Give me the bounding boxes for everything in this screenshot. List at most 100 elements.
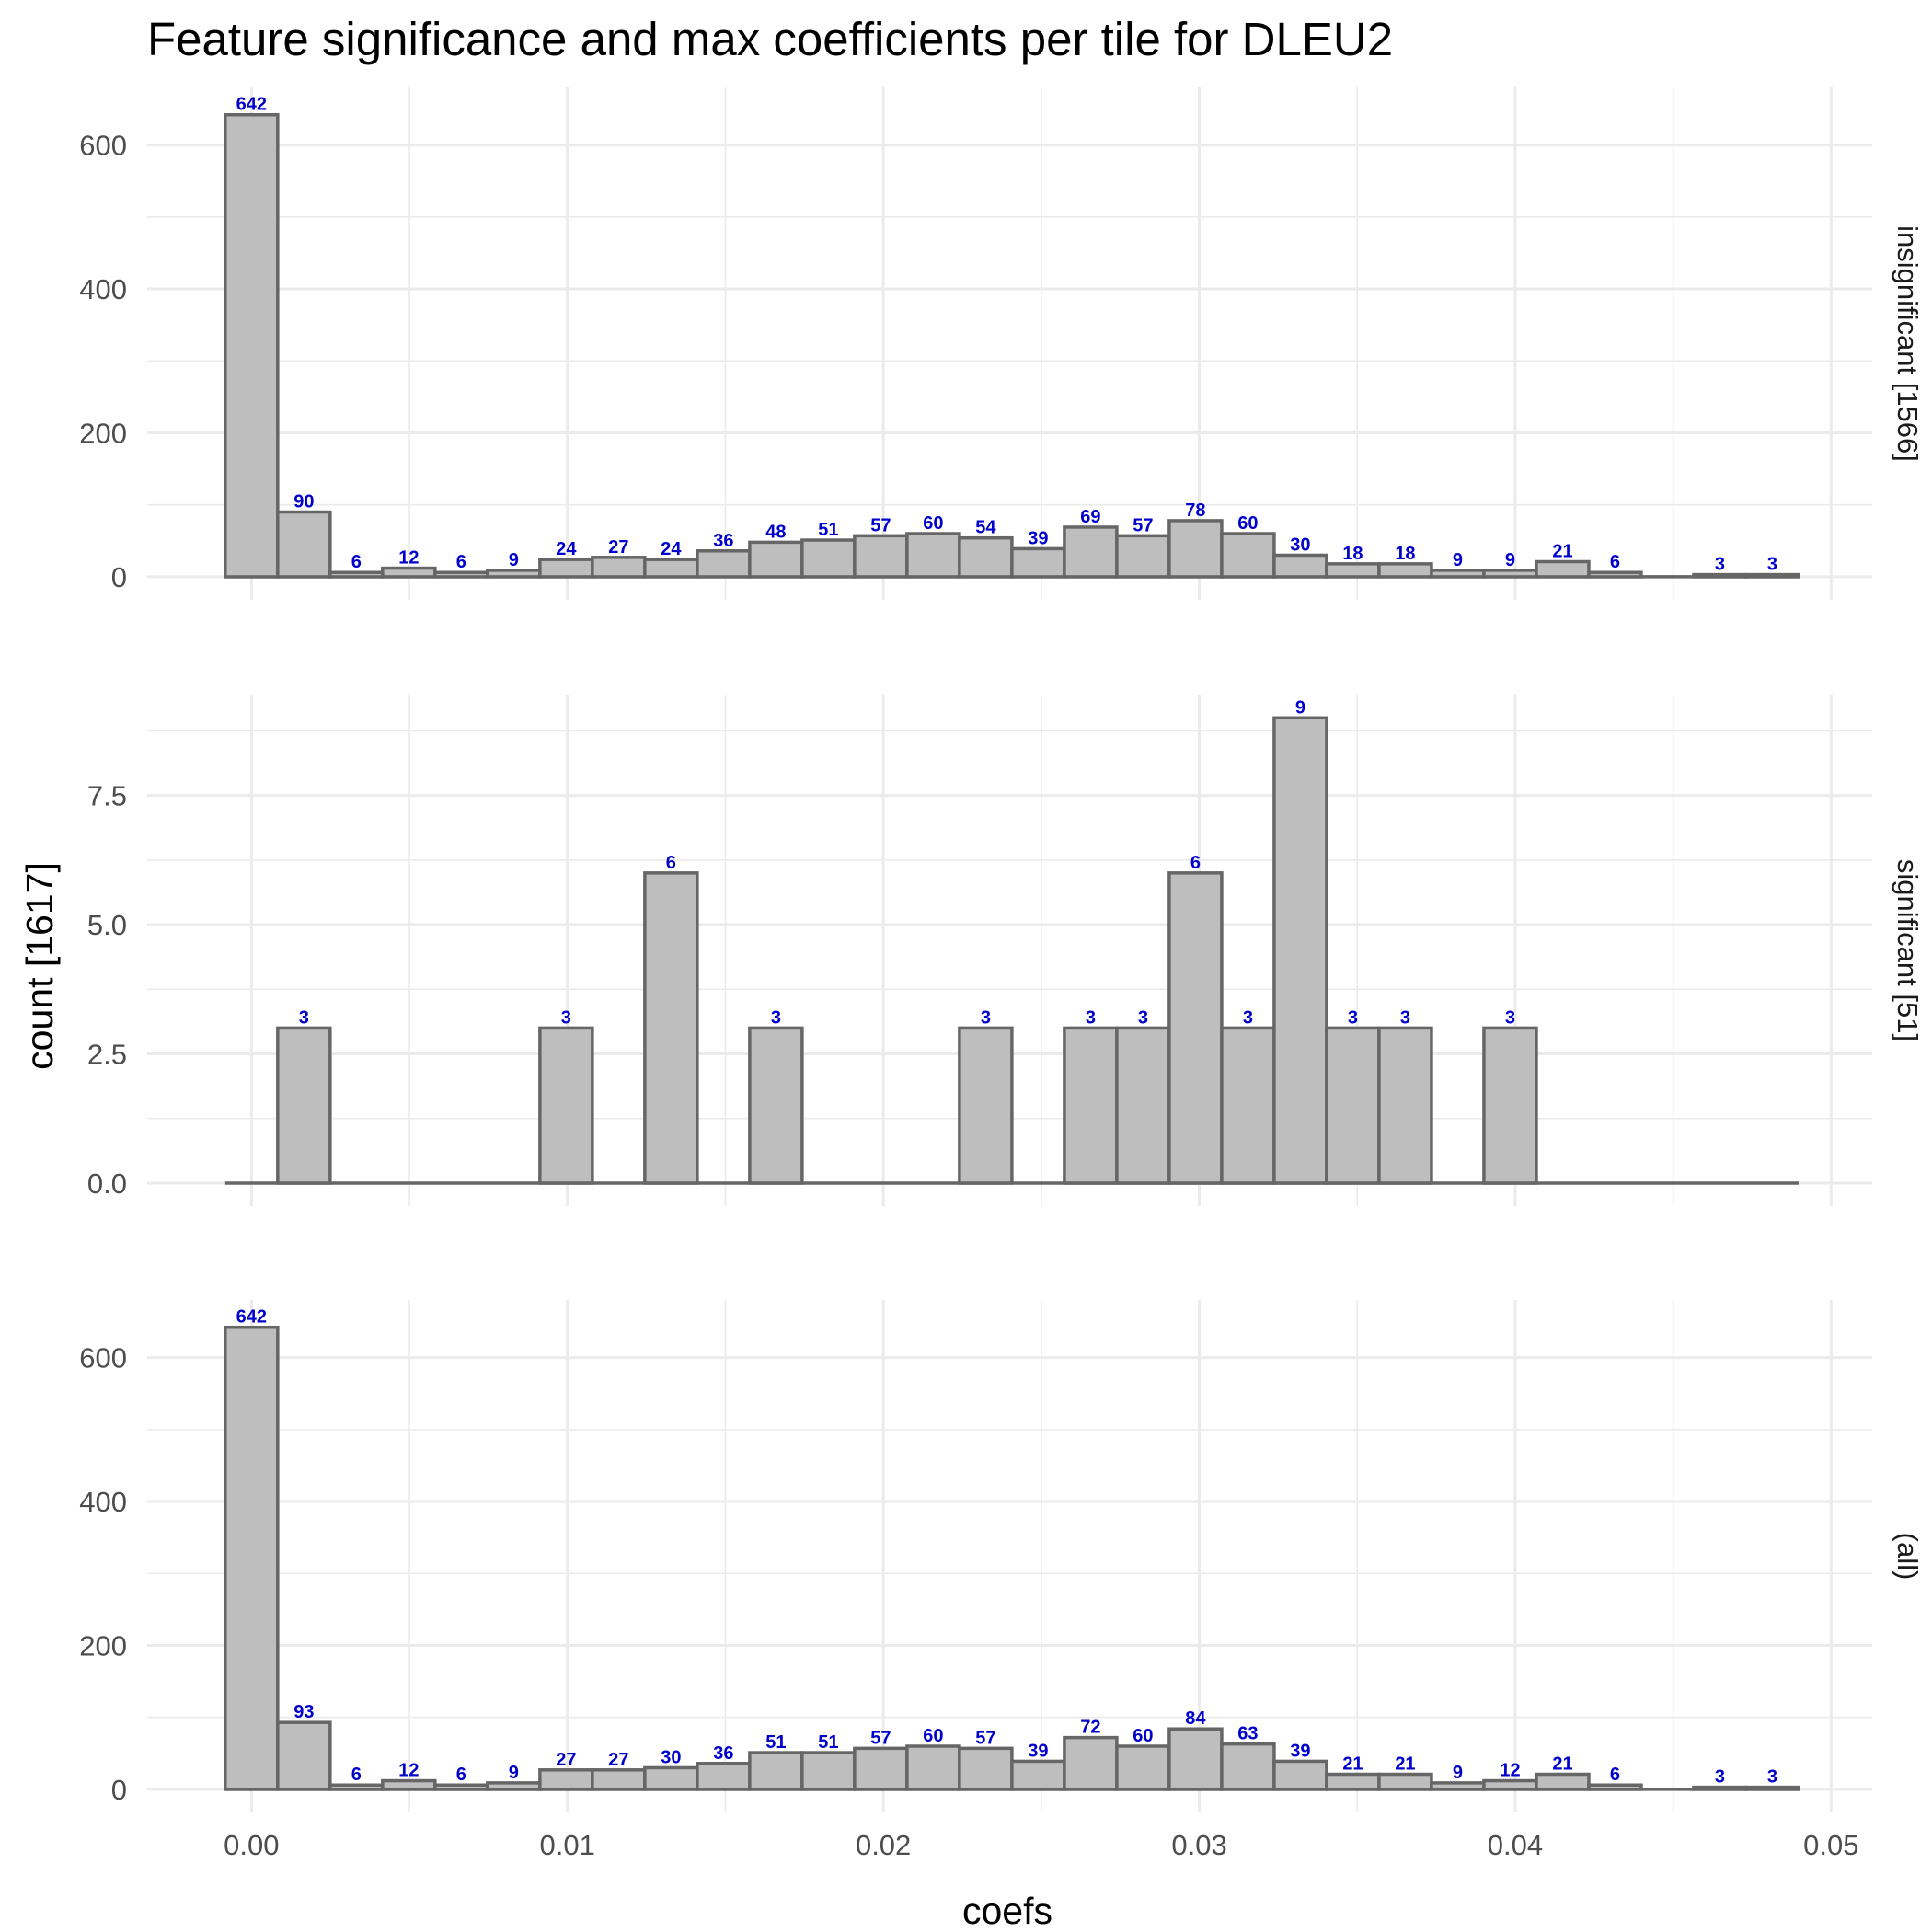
bar-count-label: 642: [236, 95, 267, 115]
x-tick-label: 0.04: [1488, 1829, 1543, 1861]
bar-count-label: 57: [870, 1728, 891, 1748]
histogram-bar: [643, 558, 699, 579]
bar-count-label: 18: [1395, 544, 1415, 564]
histogram-bar: [1272, 1759, 1328, 1791]
histogram-bar: [1587, 570, 1643, 579]
histogram-bar: [1325, 1026, 1381, 1185]
bar-count-label: 21: [1395, 1754, 1415, 1775]
histogram-bar: [1744, 1785, 1800, 1791]
y-tick-label: 0.0: [87, 1167, 127, 1200]
histogram-bar: [1220, 1742, 1276, 1791]
histogram-bar: [538, 1026, 594, 1185]
x-tick-label: 0.02: [856, 1829, 911, 1861]
histogram-bar: [1377, 1772, 1433, 1791]
bar-count-label: 78: [1185, 500, 1205, 521]
x-tick-label: 0.05: [1803, 1829, 1858, 1861]
y-tick-label: 5.0: [87, 909, 127, 941]
bar-count-label: 90: [293, 492, 314, 512]
bar-count-label: 27: [556, 1750, 576, 1770]
histogram-bar: [958, 1746, 1014, 1791]
y-tick-label: 0: [111, 1774, 127, 1806]
y-tick-label: 2.5: [87, 1039, 127, 1071]
histogram-bar: [381, 1778, 437, 1791]
histogram-bar: [1220, 1026, 1276, 1185]
x-tick-label: 0.01: [540, 1829, 595, 1861]
histogram-bar: [1167, 1727, 1224, 1791]
y-axis-title: count [1617]: [18, 862, 61, 1070]
histogram-bar: [643, 871, 699, 1185]
y-tick-label: 0: [111, 561, 127, 593]
bar-count-label: 39: [1028, 528, 1048, 548]
bar-count-label: 51: [818, 520, 838, 540]
histogram-bar: [1692, 1785, 1748, 1791]
histogram-bar: [433, 570, 489, 579]
bar-count-label: 60: [923, 513, 943, 534]
bar-count-label: 84: [1185, 1708, 1206, 1729]
histogram-bar: [538, 1768, 594, 1791]
bar-count-label: 3: [1400, 1007, 1410, 1028]
histogram-bar: [433, 1783, 489, 1791]
histogram-bar: [1377, 1026, 1433, 1185]
bar-count-label: 72: [1080, 1718, 1100, 1738]
bar-count-label: 3: [1086, 1007, 1096, 1028]
y-tick-label: 600: [79, 1342, 127, 1374]
bar-count-label: 6: [1610, 1765, 1620, 1785]
bar-count-label: 57: [975, 1728, 995, 1748]
histogram-bar: [1377, 562, 1433, 579]
bar-count-label: 6: [351, 552, 362, 572]
bar-count-label: 63: [1237, 1724, 1258, 1744]
bar-count-label: 12: [398, 548, 419, 569]
bar-count-label: 36: [713, 1743, 733, 1764]
bar-count-label: 24: [556, 539, 577, 559]
bar-count-label: 9: [1295, 697, 1305, 718]
bar-count-label: 30: [1290, 535, 1310, 555]
bar-count-label: 6: [456, 552, 466, 572]
y-tick-label: 400: [79, 1486, 127, 1518]
bar-count-label: 54: [975, 518, 996, 538]
histogram-bar: [1272, 553, 1328, 579]
bar-count-label: 9: [1453, 1763, 1463, 1783]
facet-panel-2: 0.0 2.5 5.0 7.5 3 3 6 3 3 3 3 6 3 9 3 3 3 significant [51…: [87, 695, 1924, 1206]
bar-count-label: 6: [1610, 552, 1620, 572]
bar-count-label: 57: [870, 515, 891, 535]
histogram-bar: [328, 1783, 385, 1791]
bar-count-label: 3: [1715, 1767, 1725, 1788]
histogram-bar: [958, 1026, 1014, 1185]
bar-count-label: 21: [1552, 542, 1572, 562]
histogram-bar: [538, 558, 594, 579]
histogram-bar: [800, 538, 857, 579]
x-axis-title: coefs: [962, 1890, 1052, 1932]
histogram-bar: [748, 1026, 804, 1185]
bar-count-label: 6: [1190, 853, 1201, 873]
bar-count-label: 3: [561, 1007, 571, 1028]
histogram-bar: [591, 556, 647, 579]
facet-strip-label: insignificant [1566]: [1892, 225, 1924, 462]
y-tick-label: 400: [79, 273, 127, 305]
bar-count-label: 51: [818, 1732, 838, 1753]
bar-count-label: 642: [236, 1307, 267, 1328]
bar-count-label: 57: [1133, 515, 1153, 535]
histogram-bar: [1325, 1772, 1381, 1791]
bar-count-label: 3: [1243, 1007, 1253, 1028]
bar-count-label: 3: [299, 1007, 309, 1028]
histogram-bar: [1535, 1772, 1591, 1791]
bar-count-label: 12: [398, 1761, 419, 1781]
histogram-bar: [748, 540, 804, 579]
bar-count-label: 3: [1715, 555, 1725, 575]
histogram-bar: [224, 1325, 280, 1791]
histogram-bar: [381, 566, 437, 579]
histogram-bar: [1010, 1759, 1066, 1791]
chart-title: Feature significance and max coefficient…: [147, 13, 1393, 65]
histogram-bar: [1482, 569, 1538, 579]
bar-count-label: 21: [1552, 1754, 1572, 1775]
facet-strip-label: significant [51]: [1892, 859, 1924, 1041]
bar-count-label: 9: [509, 1763, 519, 1783]
histogram-bar: [276, 1026, 332, 1185]
histogram-bar: [800, 1751, 857, 1791]
y-tick-label: 7.5: [87, 780, 127, 812]
histogram-bar: [958, 535, 1014, 579]
bar-count-label: 3: [771, 1007, 781, 1028]
y-tick-label: 600: [79, 130, 127, 162]
